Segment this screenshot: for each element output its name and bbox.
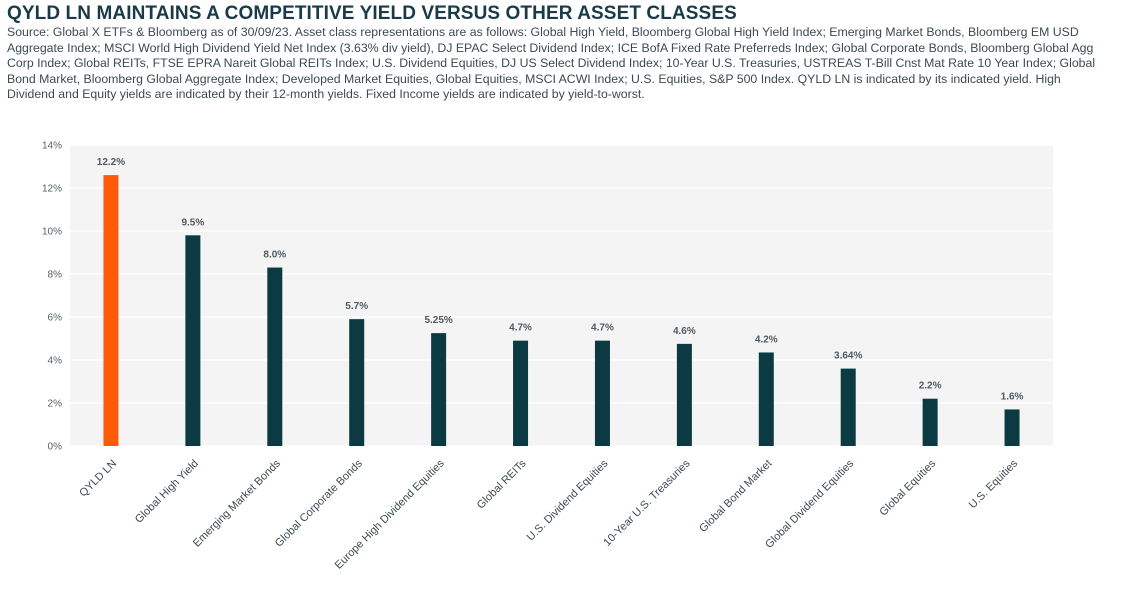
bar (185, 235, 201, 446)
data-label: 4.7% (591, 323, 614, 334)
y-tick-label: 2% (48, 399, 63, 410)
x-tick-label: U.S. Dividend Equities (525, 457, 611, 543)
data-labels: 12.2% 9.5% 8.0% 5.7% 5.25% 4.7% 4.7% 4.6% 4.2% 3.… (97, 157, 1024, 402)
data-label: 2.2% (919, 381, 942, 392)
y-tick-label: 10% (42, 227, 62, 238)
x-tick-label: QYLD LN (77, 458, 119, 500)
x-tick-label: U.S. Equities (967, 457, 1021, 511)
y-tick-label: 6% (48, 313, 63, 324)
x-tick-label: Global High Yield (133, 458, 201, 526)
data-label: 5.7% (345, 301, 368, 312)
gridlines (70, 144, 1053, 447)
data-label: 1.6% (1001, 391, 1024, 402)
y-tick-label: 14% (42, 141, 62, 152)
data-label: 12.2% (97, 157, 125, 168)
bar (594, 340, 610, 446)
y-tick-label: 0% (48, 442, 63, 453)
x-tick-label: Emerging Market Bonds (191, 457, 283, 549)
data-label: 9.5% (181, 217, 204, 228)
bar (103, 175, 119, 446)
x-tick-label: Global REITs (475, 457, 529, 511)
bar (676, 343, 692, 446)
y-tick-label: 8% (48, 270, 63, 281)
bar (431, 333, 447, 446)
data-label: 3.64% (834, 351, 862, 362)
y-tick-label: 12% (42, 184, 62, 195)
bars (103, 175, 1020, 446)
x-tick-label: Global Equities (877, 457, 938, 518)
data-label: 4.6% (673, 326, 696, 337)
source-note: Source: Global X ETFs & Bloomberg as of … (7, 25, 1096, 101)
data-label: 4.2% (755, 334, 778, 345)
bar (758, 352, 774, 446)
plot-area (70, 145, 1053, 446)
x-tick-label: Global Bond Market (697, 458, 774, 535)
bar (840, 368, 856, 446)
x-tick-label: 10-Year U.S. Treasuries (601, 457, 693, 549)
data-label: 4.7% (509, 323, 532, 334)
bar (922, 398, 938, 446)
x-tick-label: Global Corporate Bonds (273, 457, 365, 549)
data-label: 8.0% (263, 250, 286, 261)
bar (513, 340, 529, 446)
data-label: 5.25% (424, 315, 452, 326)
x-tick-label: Global Dividend Equities (763, 457, 857, 551)
bar (349, 319, 365, 446)
bar (1004, 409, 1020, 446)
chart-title: QYLD LN MAINTAINS A COMPETITIVE YIELD VE… (7, 3, 737, 24)
bar (267, 267, 283, 446)
y-tick-label: 4% (48, 356, 63, 367)
y-axis: 0% 2% 4% 6% 8% 10% 12% 14% (42, 141, 62, 453)
